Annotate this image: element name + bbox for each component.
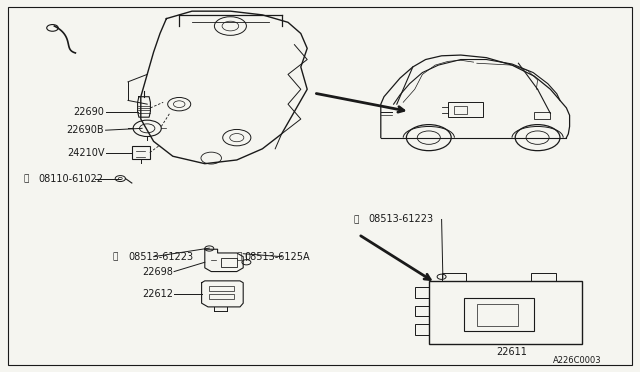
Bar (534, 112, 550, 119)
Text: A226C0003: A226C0003 (553, 356, 602, 365)
Text: 22612: 22612 (142, 289, 173, 299)
Bar (531, 273, 556, 281)
Text: 08513-61223: 08513-61223 (369, 215, 434, 224)
Bar (448, 102, 483, 117)
Bar (454, 106, 467, 114)
Bar (477, 304, 518, 326)
Bar (415, 306, 429, 316)
Text: Ⓢ: Ⓢ (113, 252, 118, 261)
Bar (429, 281, 582, 344)
Bar (221, 258, 237, 267)
Text: 24210V: 24210V (67, 148, 104, 157)
Text: 08110-61022: 08110-61022 (38, 174, 104, 183)
Bar (209, 286, 234, 291)
Text: Ⓢ: Ⓢ (237, 252, 242, 261)
Text: 08513-61223: 08513-61223 (128, 252, 193, 262)
Bar (464, 298, 534, 331)
Bar (442, 273, 466, 281)
Bar (209, 294, 234, 299)
Text: 22690B: 22690B (67, 125, 104, 135)
Text: Ⓢ: Ⓢ (353, 215, 358, 224)
Text: 22698: 22698 (142, 267, 173, 276)
Bar (415, 287, 429, 298)
Text: 08513-6125A: 08513-6125A (244, 252, 310, 262)
Bar (132, 146, 150, 159)
Text: 22690: 22690 (74, 107, 104, 116)
Text: Ⓢ: Ⓢ (23, 174, 28, 183)
Bar (415, 324, 429, 335)
Text: 22611: 22611 (497, 347, 527, 356)
